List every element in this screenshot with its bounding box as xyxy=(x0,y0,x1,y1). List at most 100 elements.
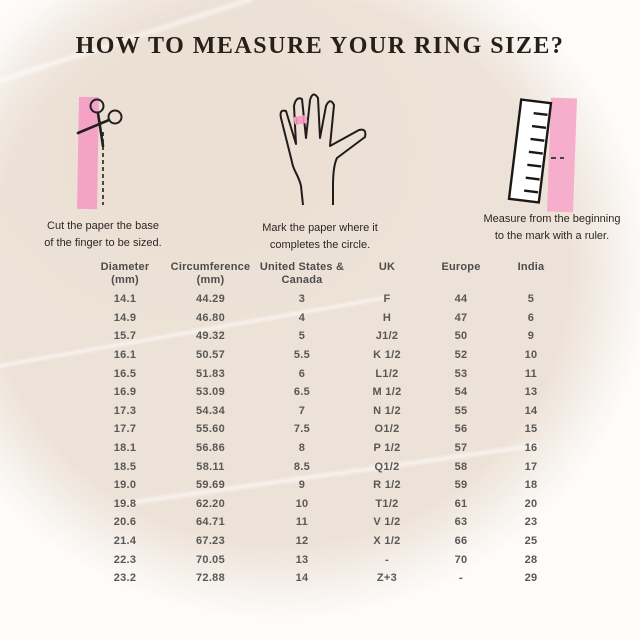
table-cell: 64.71 xyxy=(195,516,226,529)
table-cell: 13 xyxy=(524,386,538,399)
table-cell: - xyxy=(385,553,389,566)
table-cell: V 1/2 xyxy=(373,516,401,529)
table-cell: 59 xyxy=(454,479,468,492)
table-cell: 20 xyxy=(524,497,538,510)
table-cell: 11 xyxy=(524,367,538,380)
ring-mark-detail xyxy=(302,116,305,124)
table-cell: 9 xyxy=(527,330,535,343)
table-cell: 19.0 xyxy=(113,479,137,492)
table-cell: 47 xyxy=(454,311,468,324)
table-cell: 57 xyxy=(454,442,468,455)
caption-line: to the mark with a ruler. xyxy=(494,230,610,242)
table-cell: 10 xyxy=(295,497,309,510)
table-cell: X 1/2 xyxy=(373,535,401,548)
table-cell: 4 xyxy=(298,311,306,324)
table-cell: 23.2 xyxy=(113,572,137,585)
caption-line: Measure from the beginning xyxy=(483,213,621,225)
table-cell: 56 xyxy=(454,423,468,436)
table-cell: 9 xyxy=(298,479,306,492)
pink-paper-strip xyxy=(77,96,99,210)
table-cell: 49.32 xyxy=(195,330,226,343)
table-cell: 16.5 xyxy=(113,367,137,380)
table-cell: 12 xyxy=(295,535,309,548)
table-cell: 70 xyxy=(454,553,468,566)
step-caption-cut: Cut the paper the base of the finger to … xyxy=(8,218,198,252)
column-header-circumference: Circumference (mm) xyxy=(170,261,251,286)
table-cell: 15 xyxy=(524,423,538,436)
table-cell: 7 xyxy=(298,404,306,417)
page-title: HOW TO MEASURE YOUR RING SIZE? xyxy=(75,33,565,59)
table-cell: 13 xyxy=(295,553,309,566)
table-cell: 52 xyxy=(454,349,468,362)
table-cell: 29 xyxy=(524,572,538,585)
column-header-europe: Europe xyxy=(441,261,481,273)
table-cell: 70.05 xyxy=(195,553,226,566)
table-cell: 3 xyxy=(298,293,306,306)
table-cell: 5.5 xyxy=(293,349,311,362)
table-cell: 62.20 xyxy=(195,497,226,510)
table-cell: 6 xyxy=(298,367,306,380)
table-cell: 46.80 xyxy=(195,311,226,324)
table-cell: 17.7 xyxy=(113,423,137,436)
table-cell: K 1/2 xyxy=(373,349,401,362)
table-header-row: Diameter (mm) Circumference (mm) United … xyxy=(85,261,566,287)
table-cell: 5 xyxy=(527,293,535,306)
table-cell: 58 xyxy=(454,460,468,473)
table-cell: M 1/2 xyxy=(372,386,402,399)
table-cell: - xyxy=(459,572,463,585)
ruler-measuring-strip-icon xyxy=(505,95,585,217)
table-cell: F xyxy=(383,293,391,306)
table-cell: 28 xyxy=(524,553,538,566)
table-cell: 44 xyxy=(454,293,468,306)
table-cell: 53 xyxy=(454,367,468,380)
table-cell: 17 xyxy=(524,460,538,473)
table-cell: 21.4 xyxy=(113,535,137,548)
table-cell: 44.29 xyxy=(195,293,226,306)
table-cell: 14.9 xyxy=(113,311,137,324)
table-cell: Z+3 xyxy=(376,572,398,585)
table-cell: 6 xyxy=(527,311,535,324)
ring-mark-detail xyxy=(295,117,298,125)
table-cell: 18.5 xyxy=(113,460,137,473)
table-cell: T1/2 xyxy=(375,497,399,510)
column-header-diameter: Diameter (mm) xyxy=(100,261,150,286)
table-cell: 6.5 xyxy=(293,386,311,399)
caption-line: completes the circle. xyxy=(269,239,371,251)
table-cell: 18.1 xyxy=(113,442,137,455)
step-caption-measure: Measure from the beginning to the mark w… xyxy=(457,211,640,245)
table-cell: 16 xyxy=(524,442,538,455)
table-cell: 14 xyxy=(524,404,538,417)
hand-with-ring-mark-icon xyxy=(263,86,381,208)
table-cell: 22.3 xyxy=(113,553,137,566)
table-cell: 61 xyxy=(454,497,468,510)
table-cell: 56.86 xyxy=(195,442,226,455)
table-cell: 63 xyxy=(454,516,468,529)
pink-paper-strip xyxy=(547,97,577,213)
column-header-india: India xyxy=(517,261,545,273)
ring-size-table: Diameter (mm) Circumference (mm) United … xyxy=(85,261,566,588)
table-cell: 23 xyxy=(524,516,538,529)
table-cell: 72.88 xyxy=(195,572,226,585)
table-cell: 50 xyxy=(454,330,468,343)
table-cell: 8.5 xyxy=(293,460,311,473)
table-cell: 66 xyxy=(454,535,468,548)
table-cell: 18 xyxy=(524,479,538,492)
table-cell: 10 xyxy=(524,349,538,362)
table-cell: 54 xyxy=(454,386,468,399)
table-cell: 7.5 xyxy=(293,423,311,436)
table-cell: 20.6 xyxy=(113,516,137,529)
table-cell: N 1/2 xyxy=(373,404,401,417)
table-cell: 51.83 xyxy=(195,367,226,380)
table-cell: 25 xyxy=(524,535,538,548)
table-cell: 8 xyxy=(298,442,306,455)
table-cell: P 1/2 xyxy=(373,442,401,455)
table-cell: 54.34 xyxy=(195,404,226,417)
table-cell: 55 xyxy=(454,404,468,417)
caption-line: Cut the paper the base xyxy=(47,220,159,232)
table-cell: 58.11 xyxy=(196,460,225,473)
table-cell: 55.60 xyxy=(195,423,226,436)
ruler-icon xyxy=(507,98,553,204)
table-cell: H xyxy=(382,311,392,324)
caption-line: Mark the paper where it xyxy=(262,222,378,234)
